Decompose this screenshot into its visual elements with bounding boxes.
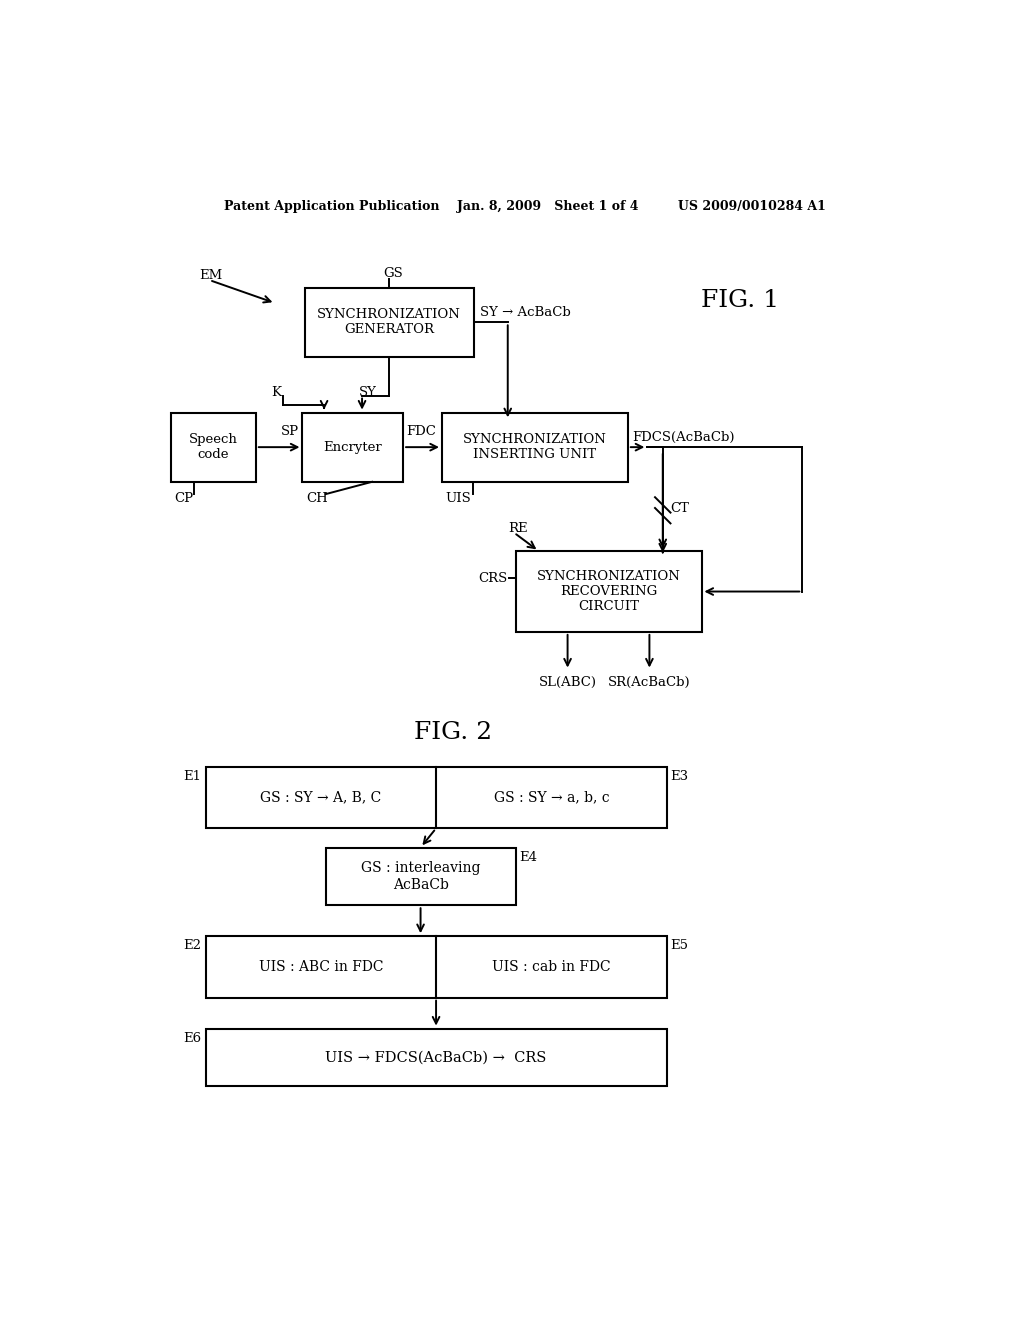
Text: SL(ABC): SL(ABC): [539, 676, 597, 689]
Text: CT: CT: [671, 502, 689, 515]
Text: CRS: CRS: [478, 572, 508, 585]
Text: CP: CP: [174, 492, 194, 506]
Text: UIS: UIS: [445, 492, 471, 506]
Text: RE: RE: [508, 521, 527, 535]
Text: UIS : ABC in FDC: UIS : ABC in FDC: [258, 960, 383, 974]
Text: SYNCHRONIZATION
GENERATOR: SYNCHRONIZATION GENERATOR: [317, 309, 461, 337]
Text: Speech
code: Speech code: [188, 433, 238, 461]
Text: SY → AcBaCb: SY → AcBaCb: [480, 306, 570, 319]
Text: E1: E1: [183, 770, 202, 783]
Text: GS : SY → a, b, c: GS : SY → a, b, c: [494, 791, 609, 804]
Text: SY: SY: [359, 385, 377, 399]
Text: UIS : cab in FDC: UIS : cab in FDC: [492, 960, 610, 974]
Text: E4: E4: [519, 850, 538, 863]
Text: FDC: FDC: [407, 425, 436, 438]
Text: FDCS(AcBaCb): FDCS(AcBaCb): [632, 432, 734, 445]
Bar: [326, 847, 515, 906]
Text: SYNCHRONIZATION
INSERTING UNIT: SYNCHRONIZATION INSERTING UNIT: [463, 433, 607, 461]
Text: K: K: [271, 385, 282, 399]
Bar: [442, 412, 628, 482]
Text: GS : interleaving
AcBaCb: GS : interleaving AcBaCb: [360, 862, 480, 891]
Text: E6: E6: [183, 1032, 202, 1044]
Text: SYNCHRONIZATION
RECOVERING
CIRCUIT: SYNCHRONIZATION RECOVERING CIRCUIT: [537, 570, 680, 612]
Text: E5: E5: [671, 940, 688, 952]
Text: E3: E3: [671, 770, 688, 783]
Bar: [302, 412, 403, 482]
Bar: [206, 767, 667, 829]
Text: SP: SP: [281, 425, 299, 438]
Bar: [515, 552, 701, 632]
Bar: [305, 288, 474, 356]
Bar: [171, 412, 256, 482]
Text: FIG. 1: FIG. 1: [701, 289, 779, 313]
Text: UIS → FDCS(AcBaCb) →  CRS: UIS → FDCS(AcBaCb) → CRS: [326, 1051, 547, 1064]
Text: Patent Application Publication    Jan. 8, 2009   Sheet 1 of 4         US 2009/00: Patent Application Publication Jan. 8, 2…: [224, 199, 825, 213]
Bar: [206, 936, 667, 998]
Text: CH: CH: [306, 492, 328, 506]
Text: EM: EM: [200, 269, 222, 282]
Text: GS : SY → A, B, C: GS : SY → A, B, C: [260, 791, 381, 804]
Text: GS: GS: [384, 268, 403, 280]
Text: FIG. 2: FIG. 2: [415, 721, 493, 743]
Text: Encryter: Encryter: [324, 441, 382, 454]
Bar: [206, 1028, 667, 1086]
Text: E2: E2: [183, 940, 202, 952]
Text: SR(AcBaCb): SR(AcBaCb): [608, 676, 691, 689]
